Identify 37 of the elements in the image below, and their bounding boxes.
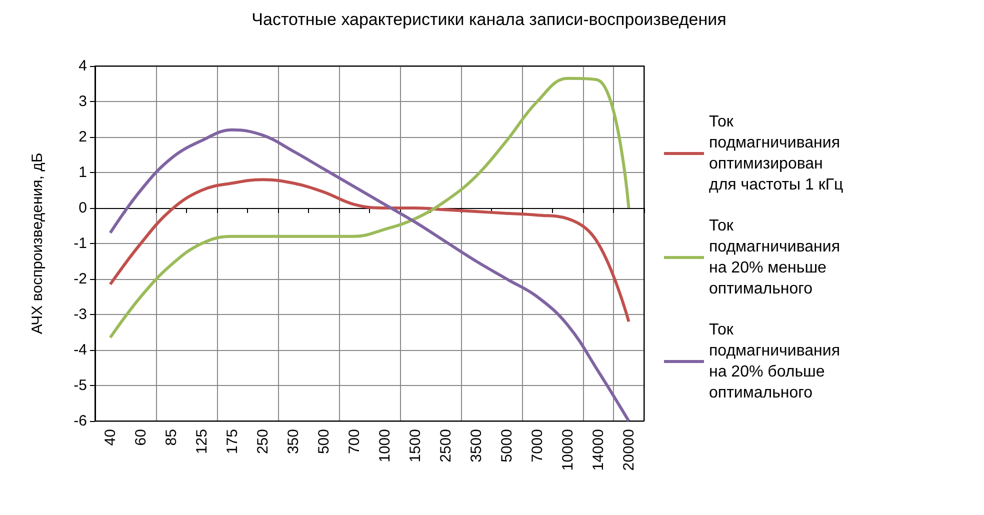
x-tick-label: 5000 [498, 429, 516, 462]
x-tick-label: 500 [315, 429, 332, 454]
y-tick-label: -5 [74, 377, 87, 394]
chart-title: Частотные характеристики канала записи-воспроизведения [252, 10, 726, 29]
x-tick-label: 40 [102, 429, 119, 446]
x-tick-label: 85 [162, 429, 180, 446]
legend-label: Ток подмагничивания на 20% больше оптимального [709, 322, 844, 402]
y-axis-title: АЧХ воспроизведения, дБ [29, 152, 46, 334]
y-tick-label: -3 [74, 306, 87, 323]
line-series [108, 128, 630, 422]
y-tick-label: 0 [78, 200, 87, 216]
y-tick-label: -4 [74, 342, 87, 358]
x-tick-label: 3500 [468, 429, 485, 462]
line-series [108, 76, 630, 340]
x-tick-label: 10000 [559, 429, 576, 471]
x-tick-label: 7000 [528, 429, 546, 462]
x-tick-label: 14000 [590, 429, 607, 471]
x-tick-label: 1500 [406, 429, 424, 462]
x-tick-label: 2500 [437, 429, 454, 462]
x-tick-label: 700 [346, 429, 363, 454]
x-tick-label: 125 [193, 429, 210, 454]
x-tick-label: 175 [224, 429, 241, 454]
y-tick-label: -6 [74, 412, 87, 430]
x-tick-label: 60 [132, 429, 150, 446]
x-tick-label: 350 [284, 429, 302, 454]
y-tick-label: -1 [74, 235, 87, 252]
legend-label: Ток подмагничивания оптимизирован для частоты 1 кГц [709, 114, 844, 194]
y-tick-label: 1 [78, 164, 87, 181]
y-tick-label: 4 [78, 58, 87, 74]
x-tick-label: 20000 [620, 429, 638, 471]
x-tick-label: 250 [254, 429, 272, 454]
legend-label: Ток подмагничивания на 20% меньше оптимального [709, 218, 844, 298]
y-tick-label: -2 [74, 270, 87, 288]
y-tick-label: 3 [78, 93, 87, 110]
x-tick-label: 1000 [376, 429, 394, 462]
line-series [108, 178, 630, 324]
y-tick-label: 2 [78, 128, 87, 146]
